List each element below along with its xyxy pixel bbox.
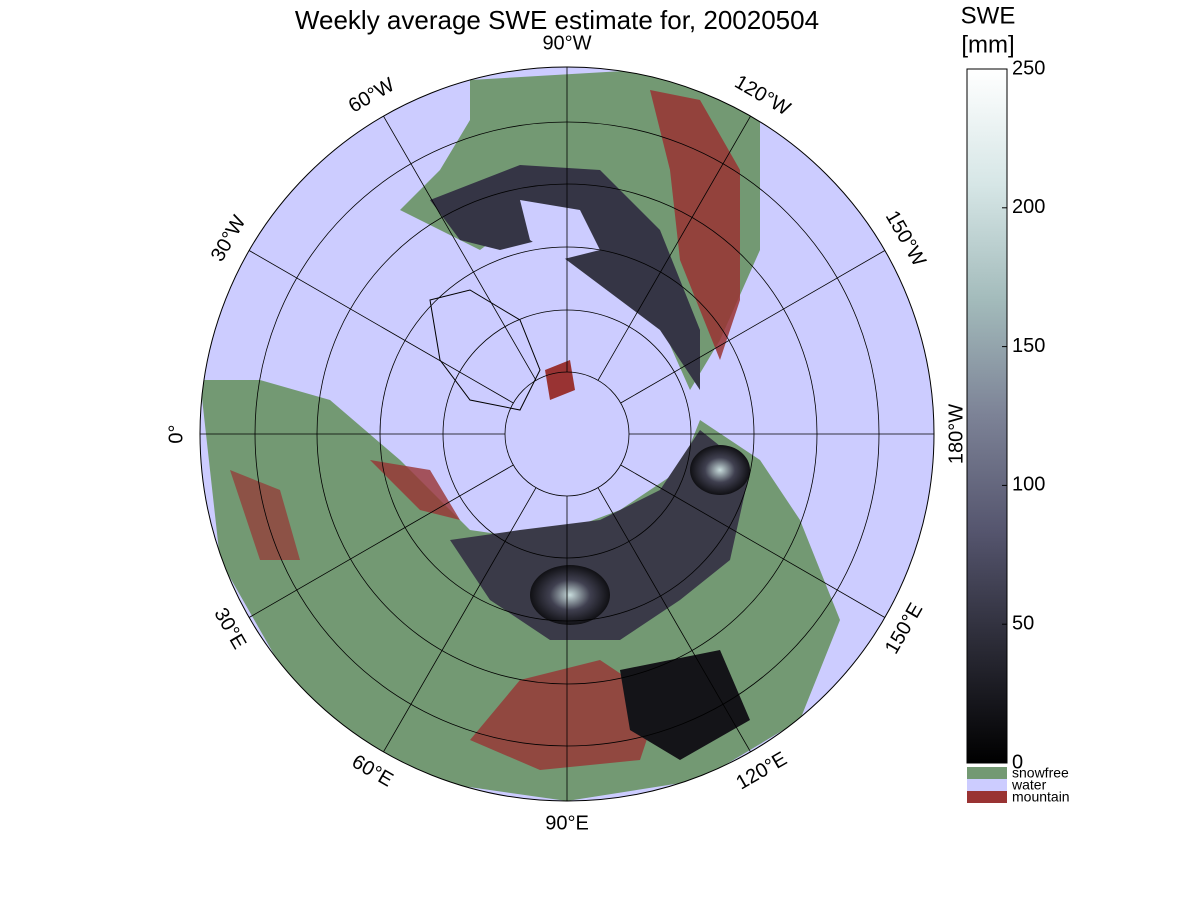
legend-swatch [967, 779, 1007, 791]
colorbar-tick-label: 50 [1012, 612, 1034, 634]
snow-cover [450, 430, 750, 640]
title: Weekly average SWE estimate for, 2002050… [295, 5, 819, 35]
coast [429, 289, 541, 411]
meridian [597, 487, 751, 753]
snow-cover [690, 445, 750, 495]
snow-cover [430, 165, 700, 390]
legend-label: snowfree [1012, 765, 1069, 781]
snow-cover [530, 565, 610, 625]
colorbar-tick-label: 100 [1012, 474, 1045, 496]
meridian [248, 464, 514, 618]
mountain [370, 460, 460, 520]
colorbar-tick-label: 200 [1012, 196, 1045, 218]
map-frame [199, 66, 935, 802]
lon-label: 60°E [348, 751, 397, 792]
meridians [200, 67, 934, 801]
lon-label: 0° [165, 424, 187, 443]
meridian [383, 487, 537, 753]
map [200, 67, 934, 801]
legend-label: water [1011, 777, 1047, 793]
snow-cover [620, 650, 750, 760]
colorbar-label: SWE [961, 2, 1016, 29]
meridian [620, 464, 886, 618]
mountain [650, 90, 740, 360]
mountain [545, 360, 575, 400]
water [520, 200, 600, 260]
meridian [383, 115, 537, 381]
meridian [597, 115, 751, 381]
colorbar-label: [mm] [961, 31, 1014, 58]
lon-label: 30°E [209, 604, 250, 653]
lon-label: 90°W [542, 32, 591, 54]
lon-label: 60°W [345, 74, 399, 118]
meridian [248, 250, 514, 404]
meridian [620, 250, 886, 404]
colorbar-tick-label: 250 [1012, 57, 1045, 79]
colorbar-tick-label: 150 [1012, 335, 1045, 357]
lon-label: 30°W [207, 212, 251, 266]
colorbar-tick-label: 0 [1012, 751, 1023, 773]
colorbar-ramp [966, 68, 1008, 764]
legend-label: mountain [1012, 789, 1070, 805]
legend-swatch [967, 767, 1007, 779]
lon-label: 180°W [945, 404, 967, 464]
lon-label: 90°E [545, 812, 589, 834]
legend-swatch [967, 791, 1007, 803]
mountain [230, 470, 300, 560]
